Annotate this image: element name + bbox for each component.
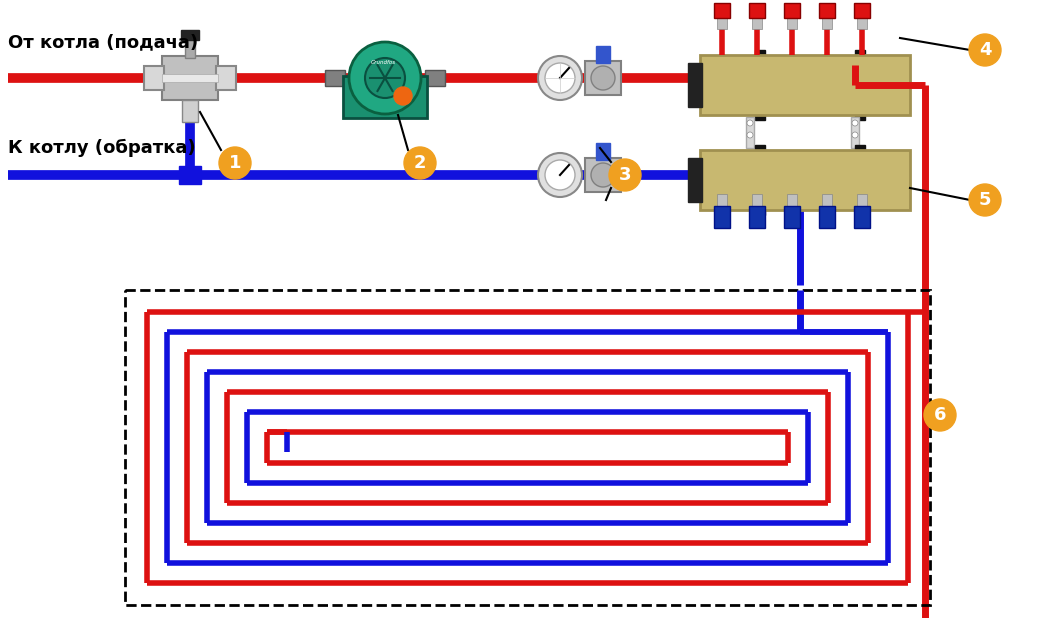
Circle shape	[545, 63, 575, 93]
Bar	[749, 206, 765, 228]
Circle shape	[591, 163, 615, 187]
Circle shape	[852, 132, 858, 138]
Bar	[856, 50, 865, 120]
Bar	[819, 206, 834, 228]
Bar	[784, 3, 800, 18]
Bar	[857, 17, 867, 29]
Bar	[125, 290, 930, 605]
Circle shape	[538, 153, 582, 197]
Bar	[746, 117, 754, 148]
Bar	[753, 194, 762, 208]
Text: 3: 3	[619, 166, 632, 184]
Bar	[700, 150, 910, 210]
Bar	[787, 194, 797, 208]
Circle shape	[538, 56, 582, 100]
Circle shape	[404, 147, 436, 179]
Bar	[753, 17, 762, 29]
Bar	[181, 30, 199, 40]
Bar	[856, 145, 865, 215]
Bar	[343, 76, 427, 118]
Text: 6: 6	[933, 406, 946, 424]
Circle shape	[609, 159, 641, 191]
Circle shape	[219, 147, 251, 179]
Bar	[749, 3, 765, 18]
Bar	[784, 206, 800, 228]
Bar	[787, 17, 797, 29]
Text: 2: 2	[414, 154, 427, 172]
Circle shape	[747, 132, 753, 138]
Bar	[144, 66, 164, 90]
Text: Grundfos: Grundfos	[370, 60, 395, 65]
Bar	[755, 145, 765, 215]
Bar	[182, 100, 198, 122]
Bar	[714, 3, 730, 18]
Bar	[688, 63, 702, 107]
Text: От котла (подача): От котла (подача)	[8, 33, 199, 51]
Bar	[425, 70, 445, 86]
Circle shape	[394, 87, 412, 105]
Bar	[854, 206, 870, 228]
Circle shape	[924, 399, 956, 431]
Bar	[162, 74, 218, 82]
Bar	[596, 143, 610, 160]
Bar	[596, 46, 610, 63]
Bar	[822, 194, 832, 208]
Bar	[822, 17, 832, 29]
Bar	[217, 66, 236, 90]
Bar	[179, 166, 201, 184]
Circle shape	[591, 66, 615, 90]
Text: 5: 5	[978, 191, 991, 209]
Bar	[819, 3, 834, 18]
Bar	[755, 50, 765, 120]
Circle shape	[852, 120, 858, 126]
Bar	[162, 56, 218, 100]
Bar	[717, 17, 727, 29]
Bar	[585, 158, 621, 192]
Bar	[857, 194, 867, 208]
Bar	[688, 158, 702, 202]
Circle shape	[365, 58, 405, 98]
Bar	[325, 70, 345, 86]
Bar	[700, 55, 910, 115]
Bar	[854, 3, 870, 18]
Circle shape	[349, 42, 421, 114]
Circle shape	[545, 160, 575, 190]
Circle shape	[969, 34, 1001, 66]
Bar	[714, 206, 730, 228]
Bar	[717, 194, 727, 208]
Circle shape	[969, 184, 1001, 216]
Bar	[585, 61, 621, 95]
Text: 1: 1	[229, 154, 242, 172]
Bar	[185, 36, 195, 58]
Bar	[851, 117, 859, 148]
Text: 4: 4	[978, 41, 991, 59]
Circle shape	[747, 120, 753, 126]
Text: К котлу (обратка): К котлу (обратка)	[8, 139, 195, 157]
